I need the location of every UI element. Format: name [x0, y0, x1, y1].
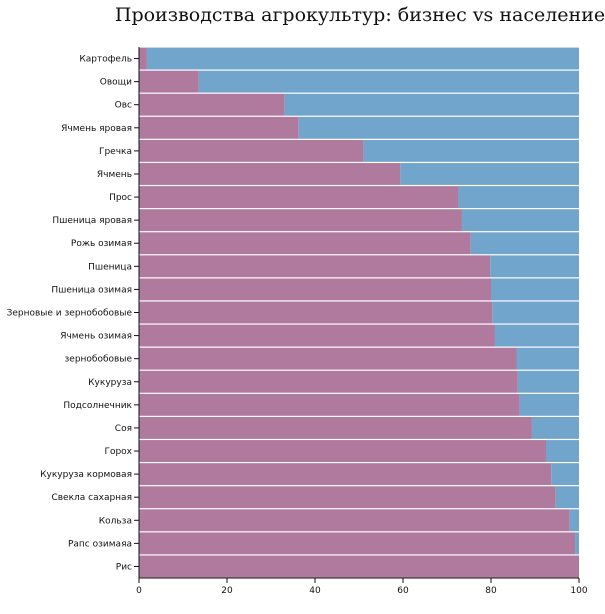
y-tick-label: Ячмень [97, 170, 132, 180]
x-tick-label: 100 [570, 586, 587, 596]
x-tick-label: 60 [397, 586, 409, 596]
bar-segment-2 [494, 324, 579, 347]
y-tick-label: Гречка [99, 147, 132, 157]
y-tick-label: зернобобовые [65, 355, 133, 365]
bar-segment-2 [461, 209, 579, 232]
bar-segment-2 [546, 440, 579, 462]
y-tick-label: Овощи [100, 78, 132, 88]
y-tick-label: Кукуруза [88, 378, 132, 388]
bar-segment-1 [139, 232, 471, 255]
bar-segment-1 [139, 278, 491, 301]
bar-segment-2 [146, 47, 580, 70]
bar-segment-1 [139, 555, 579, 578]
bar-segment-2 [492, 301, 579, 324]
y-tick-label: Пшеница яровая [52, 216, 132, 226]
y-tick-label: Кукуруза кормовая [40, 470, 132, 480]
y-tick-label: Кольза [99, 516, 132, 526]
bar-segment-2 [551, 463, 579, 486]
bar-segment-1 [139, 209, 462, 232]
bar-segment-1 [139, 463, 552, 486]
y-tick-label: Прос [109, 193, 132, 203]
y-tick-label: Рапс озимаяа [68, 539, 132, 549]
y-tick-label: Рис [116, 562, 132, 572]
bar-segment-1 [139, 163, 401, 185]
bar-segment-1 [139, 255, 491, 278]
x-tick-label: 20 [221, 586, 233, 596]
y-tick-label: Рожь озимая [71, 239, 132, 249]
y-tick-label: Горох [104, 447, 132, 457]
bar-segment-1 [139, 301, 493, 324]
y-tick-label: Овс [115, 101, 132, 111]
bar-segment-2 [517, 370, 579, 393]
bar-segment-1 [139, 347, 517, 370]
bar-segment-2 [298, 116, 579, 139]
y-tick-label: Пшеница [88, 262, 132, 272]
x-tick-label: 80 [485, 586, 497, 596]
y-tick-label: Соя [115, 424, 132, 434]
y-tick-label: Картофель [79, 55, 132, 65]
bar-segment-1 [139, 486, 556, 509]
bar-segment-2 [569, 509, 579, 532]
y-tick-label: Зерновые и зернобобовые [7, 309, 133, 319]
bar-segment-1 [139, 532, 576, 555]
bar-segment-2 [519, 393, 579, 416]
bar-segment-1 [139, 324, 495, 347]
bar-segment-2 [531, 416, 579, 439]
bar-segment-1 [139, 370, 518, 393]
bar-segment-2 [516, 347, 579, 370]
bar-segment-1 [139, 186, 459, 209]
bar-segment-1 [139, 47, 147, 70]
bar-segment-1 [139, 393, 520, 416]
y-tick-label: Подсолнечник [63, 401, 132, 411]
bar-segment-1 [139, 70, 199, 93]
bar-segment-1 [139, 416, 532, 439]
bar-segment-1 [139, 440, 546, 462]
bar-segment-2 [491, 278, 579, 301]
bar-segment-2 [555, 486, 579, 509]
bar-segment-2 [198, 70, 579, 93]
bar-segment-1 [139, 93, 285, 116]
bar-segment-2 [490, 255, 579, 278]
x-tick-label: 0 [136, 586, 142, 596]
bar-segment-2 [458, 186, 579, 209]
bar-segment-2 [363, 139, 579, 162]
bar-segment-2 [284, 93, 579, 116]
bar-segment-1 [139, 139, 364, 162]
bar-segment-1 [139, 509, 570, 532]
bar-segment-2 [470, 232, 579, 255]
bar-segment-2 [400, 163, 579, 185]
bar-segment-2 [575, 532, 579, 555]
chart-title: Производства агрокультур: бизнес vs насе… [114, 4, 605, 26]
y-tick-label: Пшеница озимая [51, 285, 132, 295]
y-tick-label: Свекла сахарная [51, 493, 132, 503]
y-tick-label: Ячмень озимая [60, 332, 132, 342]
x-tick-label: 40 [309, 586, 321, 596]
bar-segment-1 [139, 116, 299, 139]
y-tick-label: Ячмень яровая [61, 124, 132, 134]
